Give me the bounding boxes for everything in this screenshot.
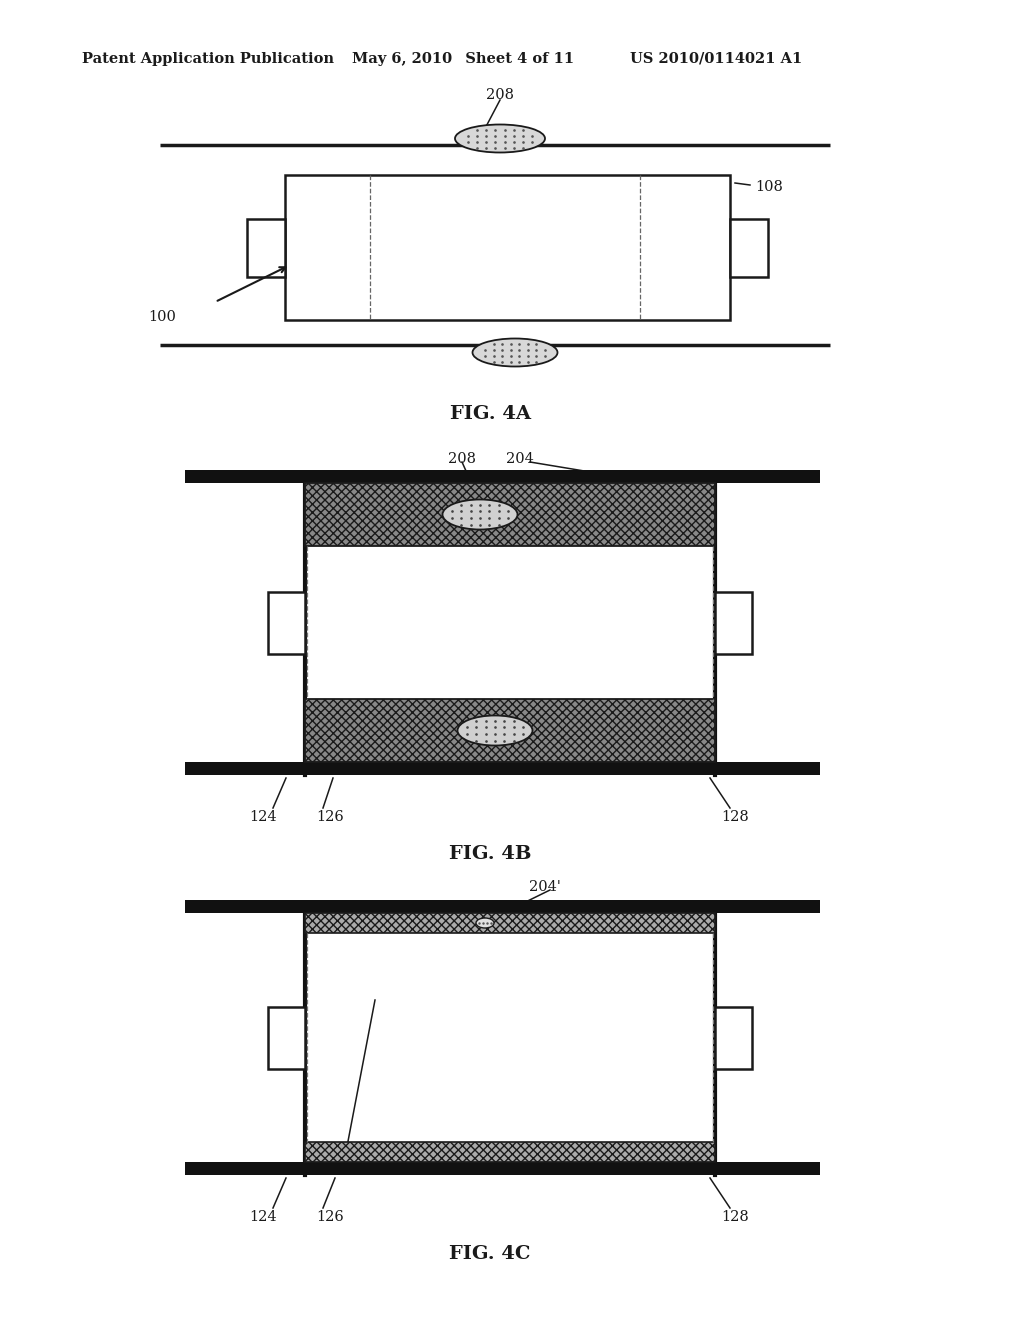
Text: FIG. 4C: FIG. 4C: [450, 1245, 530, 1263]
Text: 124: 124: [249, 810, 276, 824]
Bar: [305, 483, 715, 775]
Text: May 6, 2010: May 6, 2010: [352, 51, 453, 66]
Text: Sheet 4 of 11: Sheet 4 of 11: [455, 51, 574, 66]
Ellipse shape: [476, 917, 494, 928]
Bar: [715, 1006, 752, 1068]
Ellipse shape: [472, 338, 557, 367]
Bar: [730, 219, 768, 276]
Text: 126: 126: [316, 1210, 344, 1224]
Text: 204: 204: [506, 451, 534, 466]
Text: 204': 204': [529, 880, 561, 894]
Bar: [305, 700, 715, 762]
Bar: [305, 913, 715, 933]
Bar: [285, 176, 730, 319]
Text: 208: 208: [449, 451, 476, 466]
Bar: [268, 1006, 305, 1068]
Bar: [305, 913, 715, 1175]
Text: FIG. 4A: FIG. 4A: [450, 405, 530, 422]
Bar: [247, 219, 285, 276]
Text: Patent Application Publication: Patent Application Publication: [82, 51, 334, 66]
Text: US 2010/0114021 A1: US 2010/0114021 A1: [630, 51, 802, 66]
Ellipse shape: [458, 715, 532, 746]
Bar: [185, 762, 820, 775]
Text: FIG. 4B: FIG. 4B: [449, 845, 531, 863]
Text: 208: 208: [486, 88, 514, 102]
Ellipse shape: [455, 124, 545, 153]
Ellipse shape: [442, 499, 517, 529]
Text: 124: 124: [249, 1210, 276, 1224]
Bar: [305, 1142, 715, 1162]
Text: 128: 128: [721, 1210, 749, 1224]
Bar: [185, 470, 820, 483]
Text: 108: 108: [755, 180, 783, 194]
Text: 126: 126: [316, 810, 344, 824]
Bar: [305, 483, 715, 546]
Text: 128: 128: [721, 810, 749, 824]
Bar: [715, 591, 752, 653]
Text: 100: 100: [148, 310, 176, 323]
Bar: [185, 900, 820, 913]
Bar: [268, 591, 305, 653]
Bar: [185, 1162, 820, 1175]
